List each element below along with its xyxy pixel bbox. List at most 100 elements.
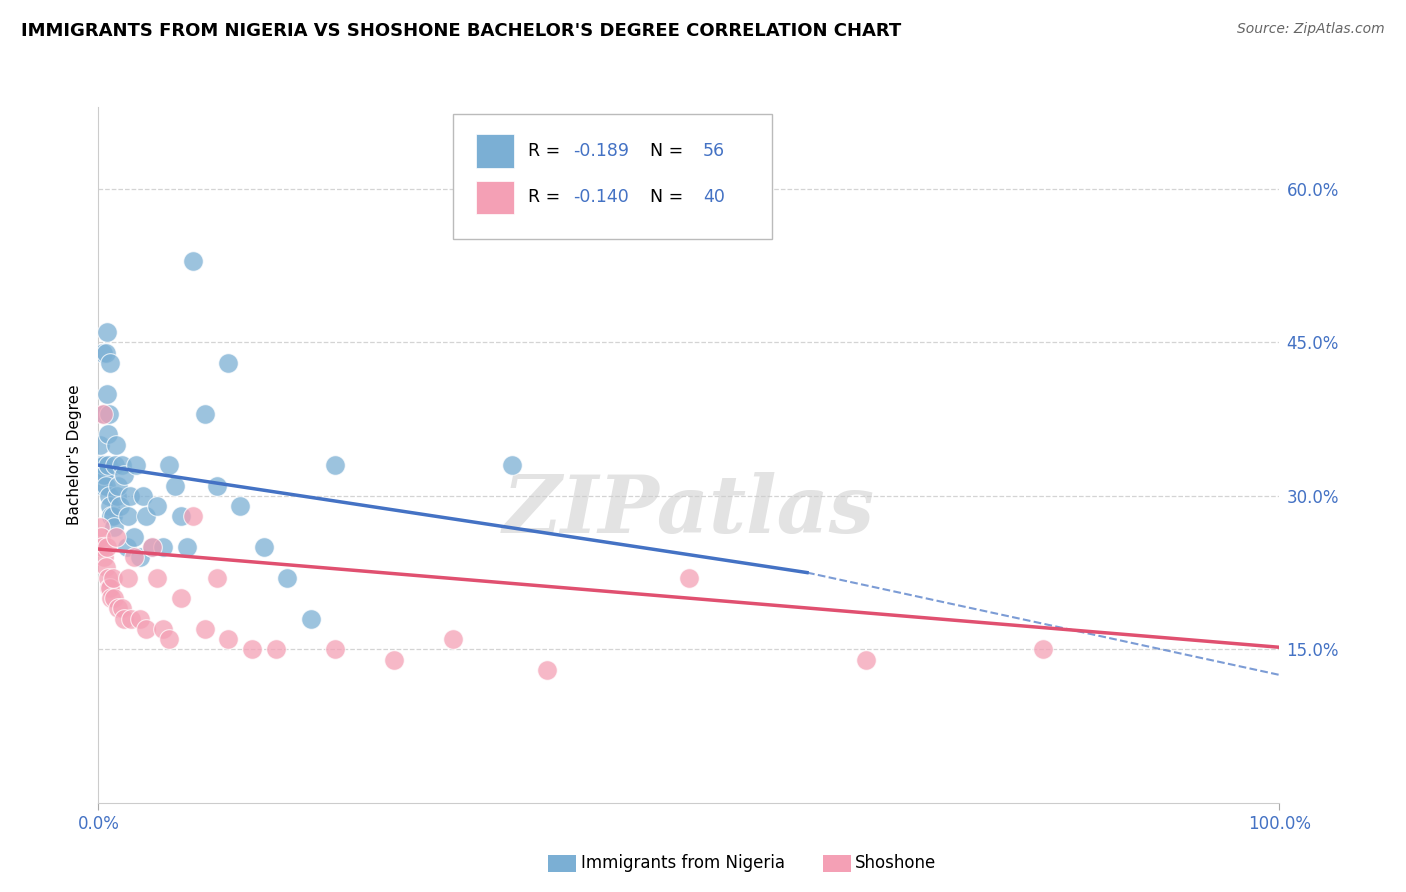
Point xyxy=(98,499,121,513)
Point xyxy=(141,540,163,554)
Point xyxy=(90,458,112,472)
Y-axis label: Bachelor's Degree: Bachelor's Degree xyxy=(67,384,83,525)
Point xyxy=(105,438,128,452)
Text: -0.140: -0.140 xyxy=(574,188,628,206)
Point xyxy=(205,571,228,585)
Point xyxy=(146,499,169,513)
Point xyxy=(217,356,239,370)
Point xyxy=(382,652,405,666)
Point xyxy=(125,458,148,472)
Point xyxy=(132,489,155,503)
Point xyxy=(105,489,128,503)
Point xyxy=(181,253,204,268)
Point xyxy=(107,601,129,615)
Text: ZIPatlas: ZIPatlas xyxy=(503,472,875,549)
Point xyxy=(170,591,193,606)
Point xyxy=(103,591,125,606)
Point xyxy=(96,386,118,401)
Text: Source: ZipAtlas.com: Source: ZipAtlas.com xyxy=(1237,22,1385,37)
Point xyxy=(276,571,298,585)
Point xyxy=(135,622,157,636)
Point xyxy=(441,632,464,646)
Point xyxy=(501,458,523,472)
Point xyxy=(152,622,174,636)
Point xyxy=(194,622,217,636)
Point xyxy=(217,632,239,646)
Point xyxy=(678,571,700,585)
Point xyxy=(128,550,150,565)
Point xyxy=(104,458,127,472)
Text: IMMIGRANTS FROM NIGERIA VS SHOSHONE BACHELOR'S DEGREE CORRELATION CHART: IMMIGRANTS FROM NIGERIA VS SHOSHONE BACH… xyxy=(21,22,901,40)
Point xyxy=(97,571,120,585)
Text: R =: R = xyxy=(529,188,567,206)
Point xyxy=(93,458,115,472)
Point xyxy=(141,540,163,554)
Point xyxy=(93,550,115,565)
Point xyxy=(229,499,252,513)
Text: N =: N = xyxy=(640,142,689,160)
Point xyxy=(94,345,117,359)
Point xyxy=(97,427,120,442)
Point xyxy=(855,652,877,666)
Text: N =: N = xyxy=(640,188,689,206)
Point xyxy=(323,642,346,657)
Text: 56: 56 xyxy=(703,142,725,160)
FancyBboxPatch shape xyxy=(453,114,772,239)
Point xyxy=(101,509,124,524)
Point xyxy=(98,489,121,503)
Text: Shoshone: Shoshone xyxy=(855,855,936,872)
Point xyxy=(91,468,114,483)
Point xyxy=(240,642,263,657)
Point xyxy=(111,458,134,472)
Point xyxy=(121,612,143,626)
Point xyxy=(176,540,198,554)
Text: 40: 40 xyxy=(703,188,725,206)
Point xyxy=(264,642,287,657)
Point xyxy=(105,530,128,544)
Point xyxy=(112,612,135,626)
Point xyxy=(128,612,150,626)
Point xyxy=(117,571,139,585)
Point xyxy=(90,530,112,544)
Point xyxy=(98,581,121,595)
Point xyxy=(170,509,193,524)
Point xyxy=(115,540,138,554)
Point xyxy=(97,458,120,472)
Point xyxy=(122,530,145,544)
Point xyxy=(96,540,118,554)
Text: R =: R = xyxy=(529,142,567,160)
Point xyxy=(91,407,114,421)
Point xyxy=(299,612,322,626)
Point xyxy=(146,571,169,585)
Point xyxy=(98,407,121,421)
Point xyxy=(90,458,112,472)
Point xyxy=(122,550,145,565)
Point xyxy=(157,458,180,472)
Point xyxy=(117,509,139,524)
Point xyxy=(253,540,276,554)
Point xyxy=(96,325,118,339)
Point xyxy=(1032,642,1054,657)
Point xyxy=(100,509,122,524)
Point xyxy=(93,468,115,483)
Point xyxy=(91,540,114,554)
Point xyxy=(98,356,121,370)
Point xyxy=(91,468,114,483)
Point xyxy=(157,632,180,646)
Point xyxy=(100,591,122,606)
Point xyxy=(94,560,117,574)
Point xyxy=(205,478,228,492)
Point xyxy=(91,345,114,359)
Point xyxy=(152,540,174,554)
Text: -0.189: -0.189 xyxy=(574,142,630,160)
Point xyxy=(181,509,204,524)
Point xyxy=(103,519,125,533)
Point xyxy=(120,489,142,503)
Point xyxy=(93,407,115,421)
Point xyxy=(323,458,346,472)
Point xyxy=(111,601,134,615)
Point xyxy=(107,478,129,492)
Point xyxy=(194,407,217,421)
Point xyxy=(165,478,187,492)
Point xyxy=(536,663,558,677)
